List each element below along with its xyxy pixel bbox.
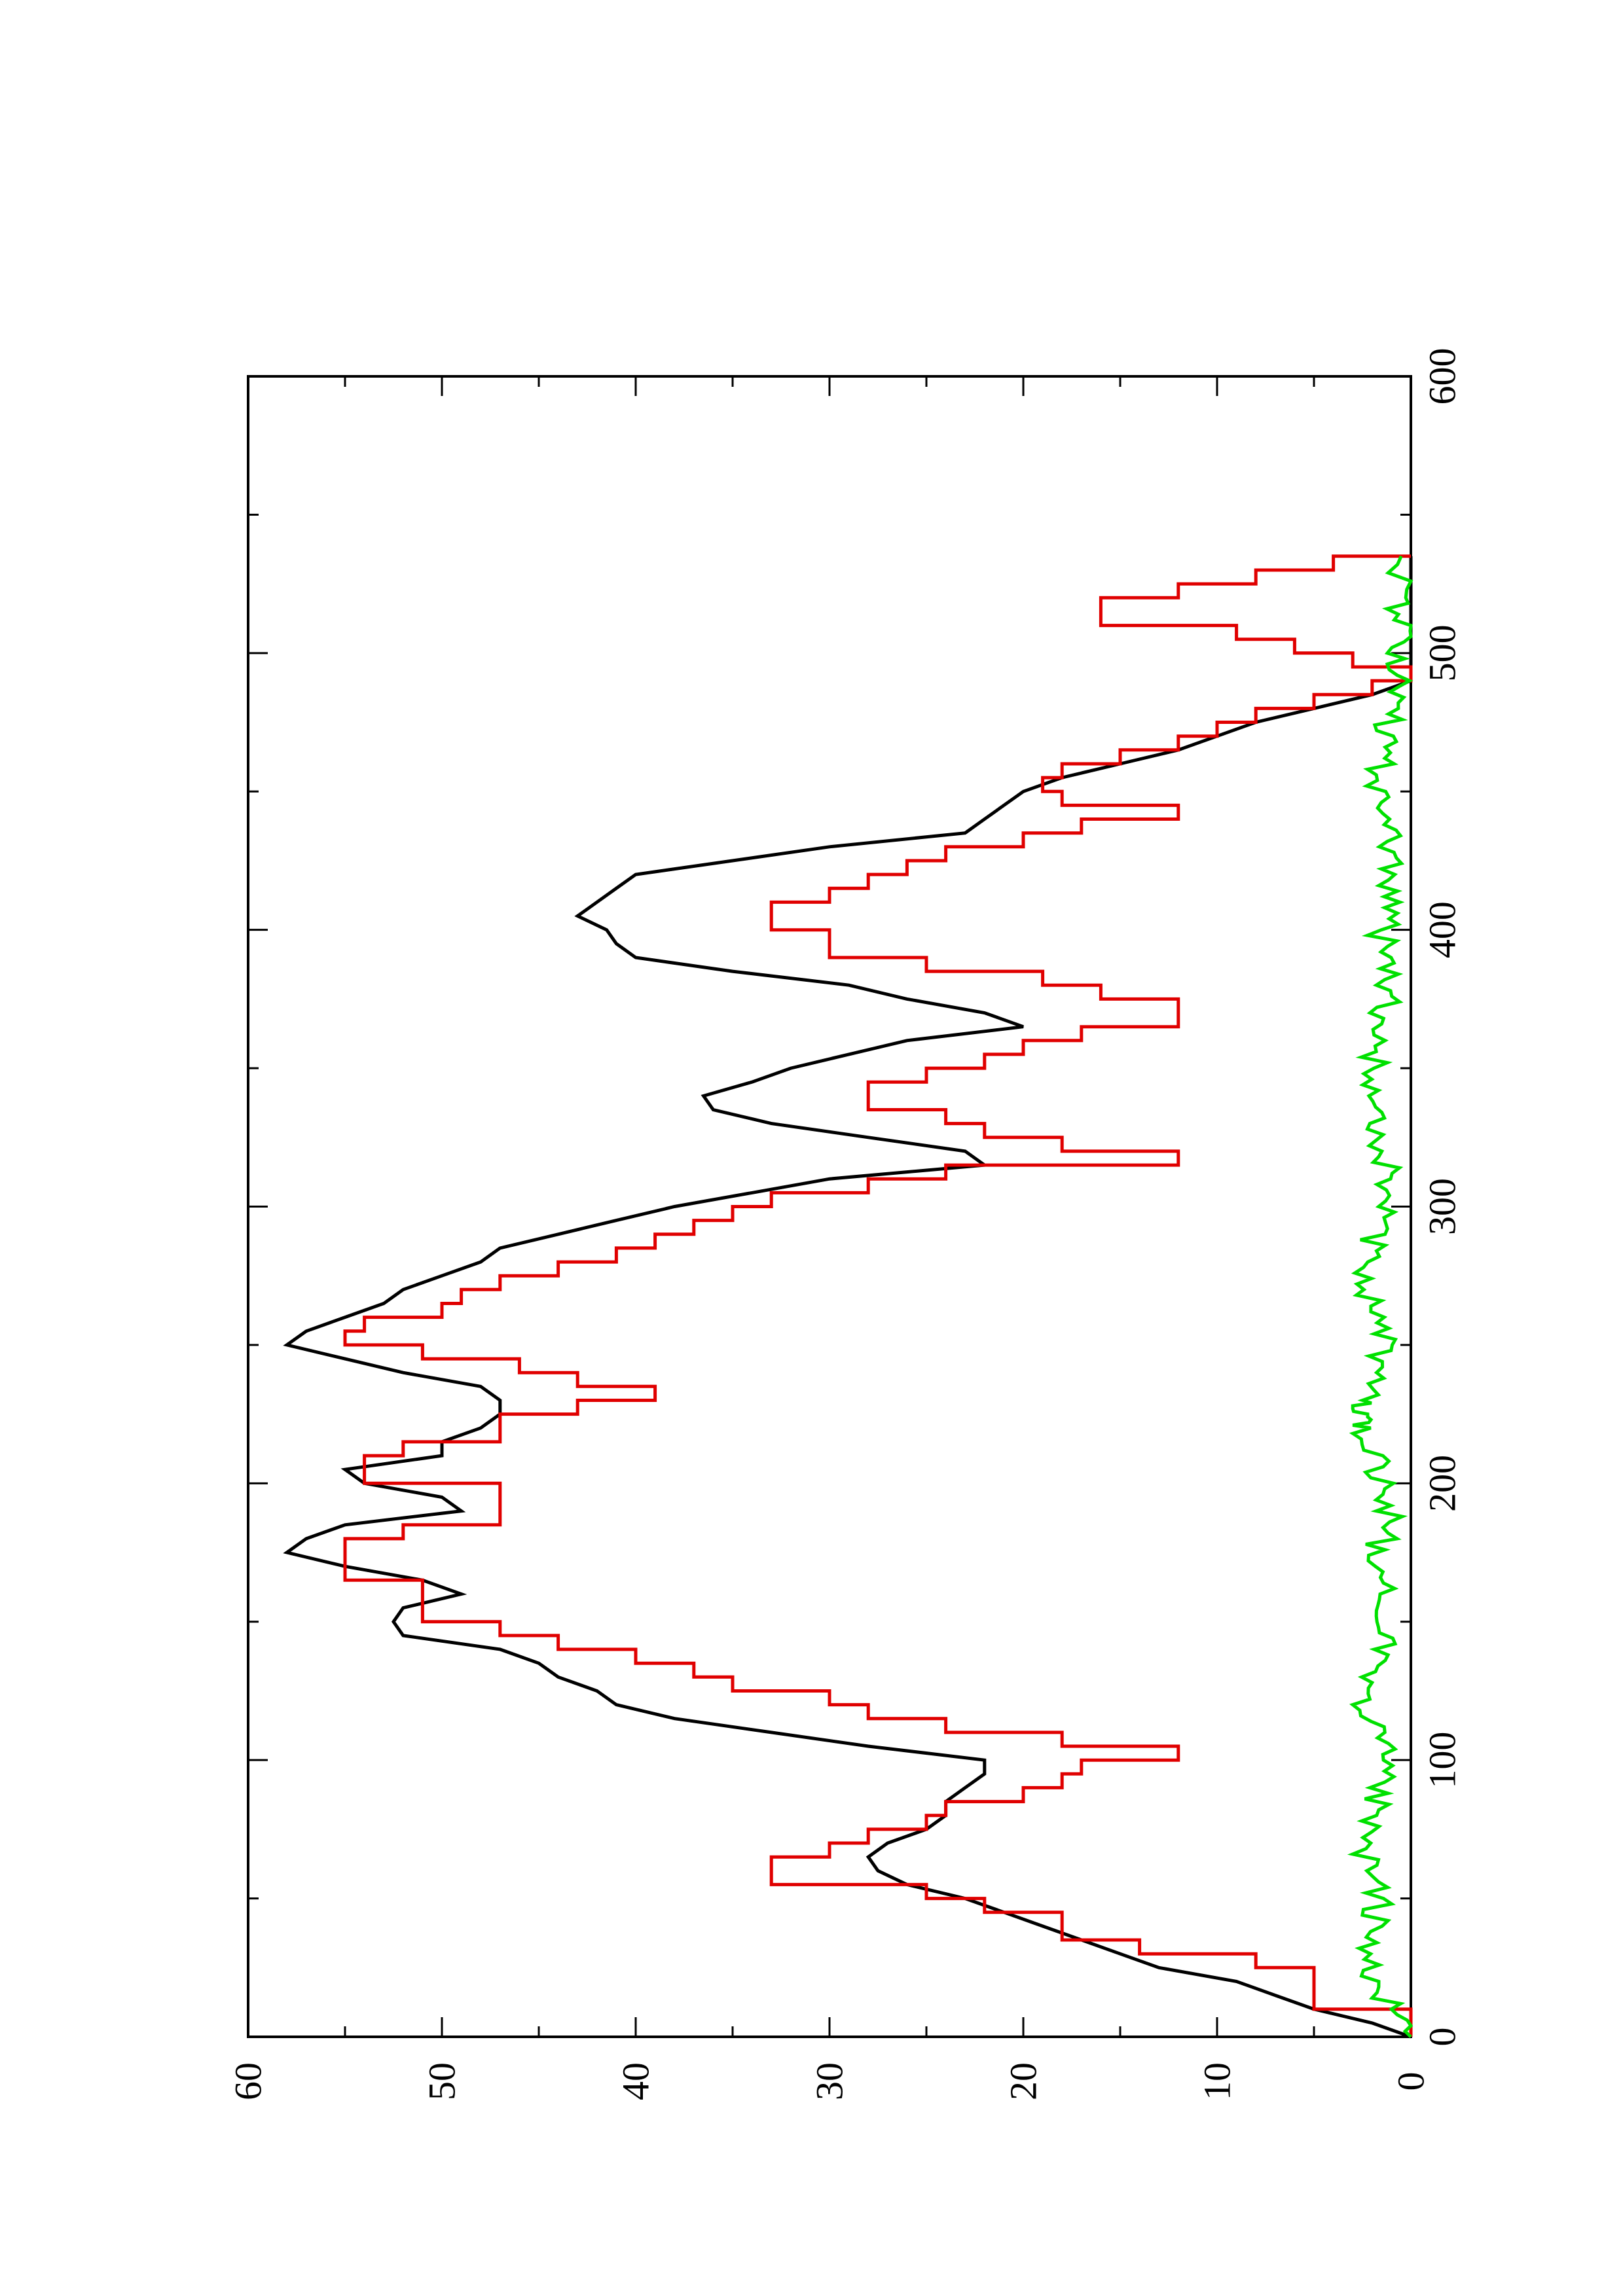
series-line-1	[283, 556, 1413, 2039]
y-tick-label: 20	[1002, 2062, 1045, 2100]
x-tick-label: 0	[1421, 2028, 1464, 2047]
y-tick-label: 30	[809, 2062, 851, 2100]
y-tick-label: 40	[615, 2062, 657, 2100]
x-tick-label: 300	[1421, 1178, 1464, 1235]
x-tick-label: 200	[1421, 1455, 1464, 1512]
y-tick-label: 60	[227, 2062, 270, 2100]
x-tick-label: 600	[1421, 348, 1464, 405]
y-tick-label: 50	[421, 2062, 464, 2100]
axis-ticks	[247, 375, 1412, 2038]
x-tick-label: 100	[1421, 1732, 1464, 1789]
series-line-2	[343, 554, 1413, 2037]
series-line-3	[1347, 555, 1413, 2038]
y-tick-label: 10	[1196, 2062, 1239, 2100]
series-layer	[283, 554, 1413, 2039]
x-tick-label: 500	[1421, 624, 1464, 681]
x-tick-label: 400	[1421, 901, 1464, 958]
tick-labels: 0 100 200 300 400 500 600 0 10 20 30 40 50 60	[227, 348, 1464, 2101]
y-tick-label: 0	[1390, 2072, 1432, 2091]
